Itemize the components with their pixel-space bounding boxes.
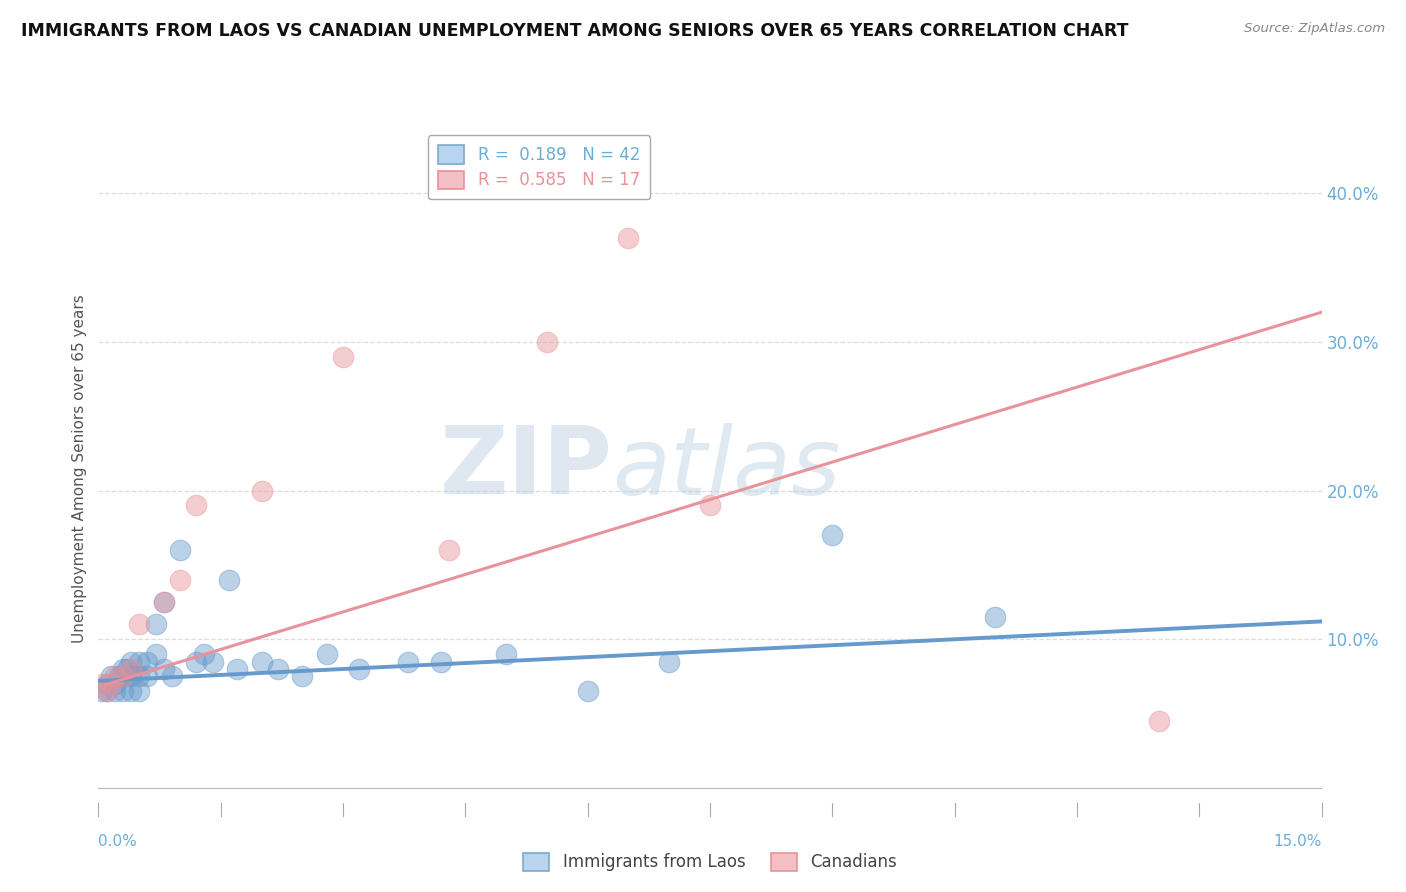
Point xyxy=(104,684,127,698)
Point xyxy=(576,684,599,698)
Point xyxy=(120,662,142,676)
Point xyxy=(349,662,371,676)
Point xyxy=(169,573,191,587)
Point xyxy=(96,684,118,698)
Point xyxy=(315,647,337,661)
Point xyxy=(430,655,453,669)
Point xyxy=(152,662,174,676)
Point xyxy=(250,483,273,498)
Point xyxy=(104,677,127,691)
Point xyxy=(111,662,134,676)
Point xyxy=(136,669,159,683)
Point xyxy=(250,655,273,669)
Text: Source: ZipAtlas.com: Source: ZipAtlas.com xyxy=(1244,22,1385,36)
Point xyxy=(169,543,191,558)
Point xyxy=(193,647,215,661)
Point xyxy=(145,647,167,661)
Text: 15.0%: 15.0% xyxy=(1274,834,1322,849)
Point xyxy=(128,669,150,683)
Point xyxy=(128,617,150,632)
Point xyxy=(120,684,142,698)
Point xyxy=(152,595,174,609)
Point xyxy=(186,655,208,669)
Point xyxy=(218,573,240,587)
Text: atlas: atlas xyxy=(612,423,841,514)
Point xyxy=(1147,714,1170,728)
Point xyxy=(115,662,138,676)
Point xyxy=(96,677,118,691)
Point xyxy=(201,655,224,669)
Point xyxy=(120,655,142,669)
Text: ZIP: ZIP xyxy=(439,422,612,515)
Point xyxy=(120,669,142,683)
Point xyxy=(91,677,114,691)
Point xyxy=(536,334,558,349)
Point xyxy=(396,655,419,669)
Point xyxy=(617,231,640,245)
Point xyxy=(332,350,354,364)
Point xyxy=(145,617,167,632)
Y-axis label: Unemployment Among Seniors over 65 years: Unemployment Among Seniors over 65 years xyxy=(72,294,87,642)
Point xyxy=(136,655,159,669)
Point xyxy=(111,684,134,698)
Point xyxy=(226,662,249,676)
Point xyxy=(100,677,122,691)
Point xyxy=(984,610,1007,624)
Point xyxy=(658,655,681,669)
Point xyxy=(267,662,290,676)
Point xyxy=(111,669,134,683)
Point xyxy=(186,499,208,513)
Point xyxy=(821,528,844,542)
Point xyxy=(437,543,460,558)
Point xyxy=(111,669,134,683)
Point xyxy=(108,669,131,683)
Point xyxy=(699,499,721,513)
Text: IMMIGRANTS FROM LAOS VS CANADIAN UNEMPLOYMENT AMONG SENIORS OVER 65 YEARS CORREL: IMMIGRANTS FROM LAOS VS CANADIAN UNEMPLO… xyxy=(21,22,1129,40)
Point xyxy=(96,684,118,698)
Point xyxy=(495,647,517,661)
Text: 0.0%: 0.0% xyxy=(98,834,138,849)
Legend: Immigrants from Laos, Canadians: Immigrants from Laos, Canadians xyxy=(513,843,907,881)
Point xyxy=(91,684,114,698)
Point xyxy=(128,684,150,698)
Point xyxy=(128,655,150,669)
Point xyxy=(100,669,122,683)
Point xyxy=(160,669,183,683)
Point xyxy=(291,669,314,683)
Point xyxy=(152,595,174,609)
Point xyxy=(104,669,127,683)
